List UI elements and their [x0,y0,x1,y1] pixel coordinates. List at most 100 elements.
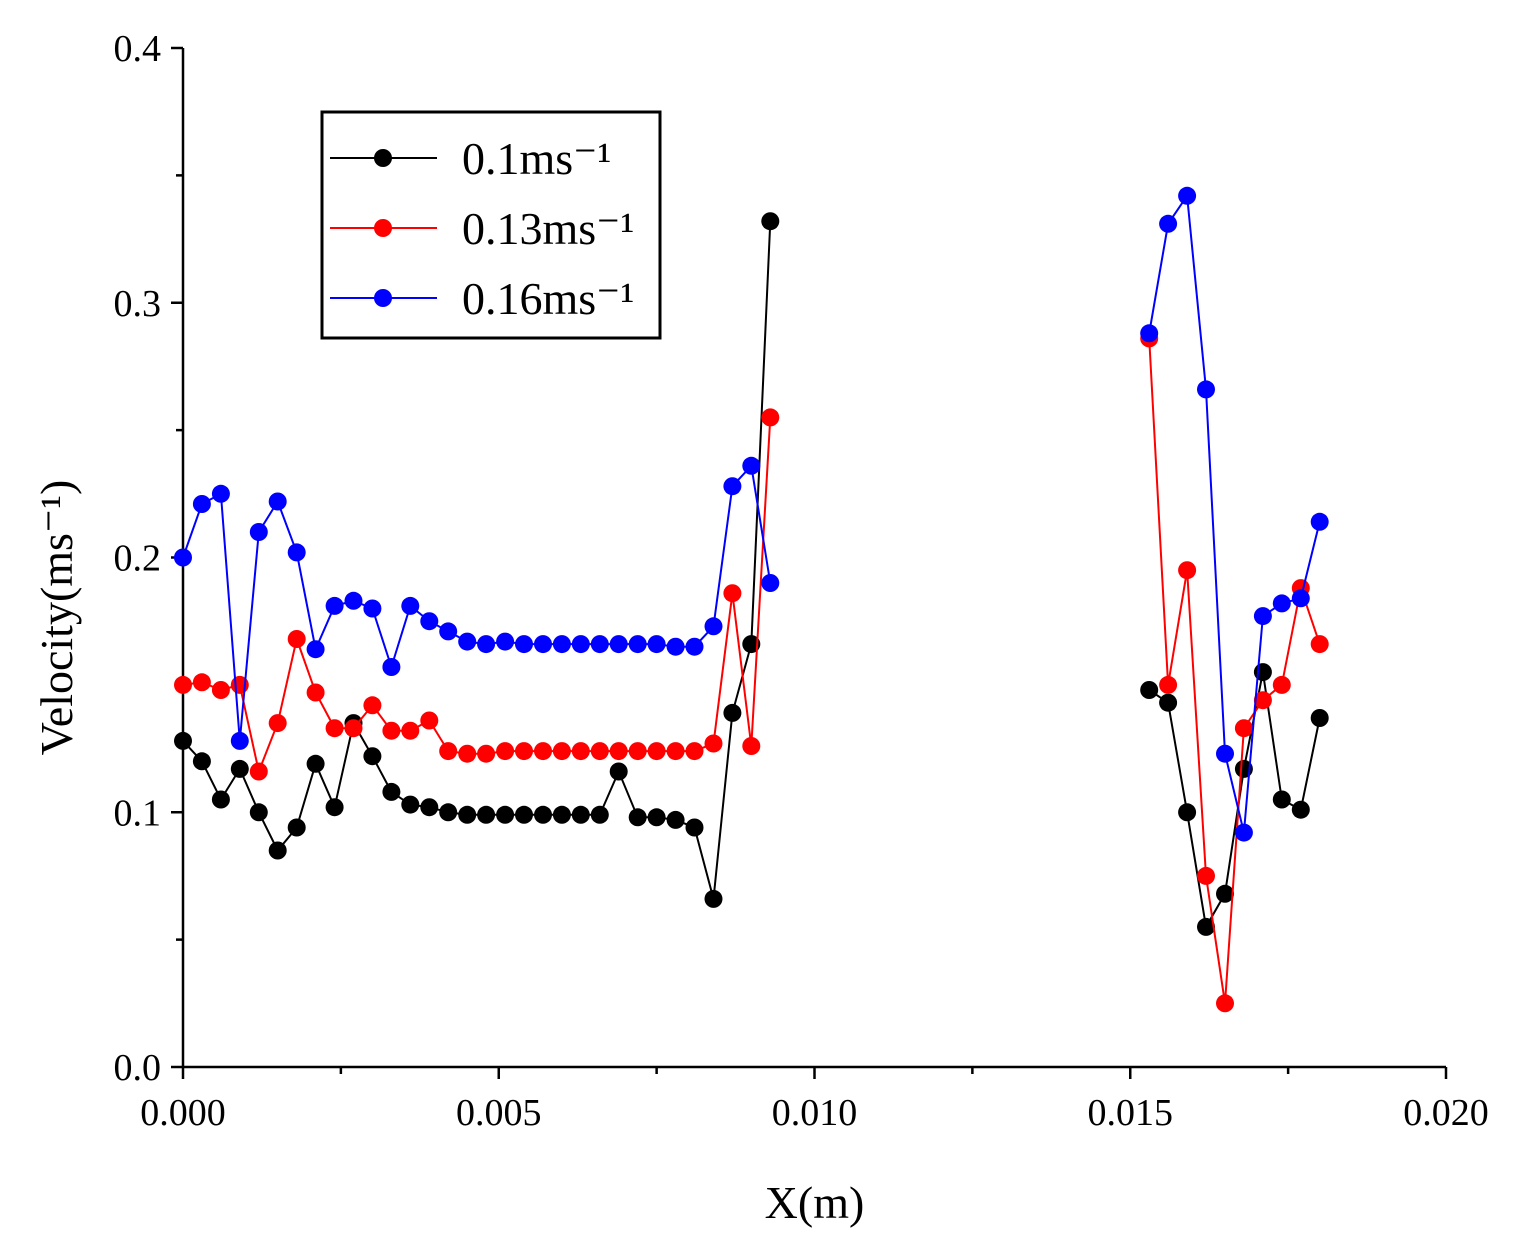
data-point [552,742,571,761]
y-axis-title: Velocity(ms⁻¹) [31,480,82,756]
data-point [534,805,552,824]
data-point [420,612,439,631]
y-tick-label: 0.4 [114,28,162,70]
data-point [1310,512,1329,531]
data-point [363,747,382,766]
data-point [515,742,533,761]
data-point [382,721,401,740]
data-point [704,889,723,908]
data-point [1216,994,1234,1013]
data-point [211,681,230,699]
data-point [174,675,192,694]
data-point [552,635,571,654]
data-point [211,484,230,503]
data-point [571,635,590,654]
data-point [496,805,515,824]
data-point [249,803,268,822]
data-point [496,632,515,651]
data-point [761,212,780,231]
data-point [1216,744,1234,763]
data-point [363,599,382,618]
data-point [1159,214,1178,233]
data-point [382,782,401,801]
data-point [192,752,211,771]
data-point [249,523,268,541]
data-point [439,622,458,641]
data-point [666,810,685,829]
data-point [174,548,192,567]
y-tick-label: 0.3 [114,283,162,325]
legend-item: 0.1ms⁻¹ [330,133,611,184]
data-point [268,714,287,733]
data-point [1272,790,1291,809]
data-point [590,805,609,824]
data-point [344,719,363,738]
data-point [382,658,401,676]
data-point [192,495,211,513]
data-point [306,683,325,702]
data-point [1310,709,1329,727]
data-point [685,637,704,656]
data-point [628,742,647,761]
data-point [325,798,344,817]
data-point [571,742,590,761]
y-tick-label: 0.1 [114,792,162,834]
data-point [515,635,533,654]
legend-marker [374,149,392,167]
legend-item: 0.13ms⁻¹ [330,203,634,254]
data-point [306,754,325,773]
series-line [1148,671,1321,930]
data-point [192,673,211,692]
data-point [647,742,666,761]
y-tick-label: 0.2 [114,538,162,580]
data-point [439,803,458,822]
x-axis-title: X(m) [765,1177,865,1228]
data-point [609,742,628,761]
series-line [1148,338,1321,1004]
data-point [363,696,382,715]
data-point [268,492,287,511]
data-point [496,742,515,761]
data-point [590,635,609,654]
data-point [1234,823,1253,842]
data-point [1272,675,1291,694]
data-point [723,584,742,603]
data-point [211,790,230,809]
series-1 [174,212,1329,936]
data-point [704,734,723,753]
data-point [647,808,666,827]
data-point [685,742,704,761]
data-point [174,731,192,750]
data-point [1291,589,1310,608]
data-point [420,711,439,730]
data-point [401,795,420,814]
data-point [685,818,704,837]
data-point [477,635,496,654]
data-point [1178,561,1197,580]
data-point [458,805,477,824]
data-point [761,574,780,592]
data-point [647,635,666,654]
data-point [1159,693,1178,712]
data-point [477,805,496,824]
data-point [1291,800,1310,819]
data-point [1253,607,1272,626]
data-point [230,731,249,750]
data-point [287,818,306,837]
data-point [1216,884,1234,903]
data-point [1159,675,1178,694]
data-point [344,591,363,610]
data-point [325,596,344,615]
legend-item: 0.16ms⁻¹ [330,273,634,324]
data-point [1272,594,1291,613]
data-point [704,617,723,636]
series-2 [174,329,1329,1013]
series-3 [174,186,1329,842]
x-tick-label: 0.015 [1088,1092,1174,1134]
data-point [230,759,249,778]
data-point [1197,866,1215,885]
data-point [268,841,287,860]
data-point [1197,380,1215,399]
data-point [306,640,325,659]
